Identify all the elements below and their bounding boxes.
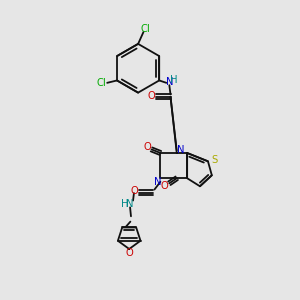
Text: O: O bbox=[143, 142, 151, 152]
Text: N: N bbox=[166, 77, 173, 87]
Text: N: N bbox=[126, 199, 134, 209]
Text: S: S bbox=[212, 155, 218, 165]
Text: N: N bbox=[177, 145, 184, 155]
Text: H: H bbox=[121, 199, 128, 209]
Text: O: O bbox=[130, 186, 138, 196]
Text: O: O bbox=[147, 91, 155, 101]
Text: Cl: Cl bbox=[96, 78, 106, 88]
Text: H: H bbox=[170, 75, 178, 85]
Text: Cl: Cl bbox=[141, 24, 151, 34]
Text: O: O bbox=[161, 181, 169, 191]
Text: O: O bbox=[125, 248, 133, 258]
Text: N: N bbox=[154, 177, 162, 188]
